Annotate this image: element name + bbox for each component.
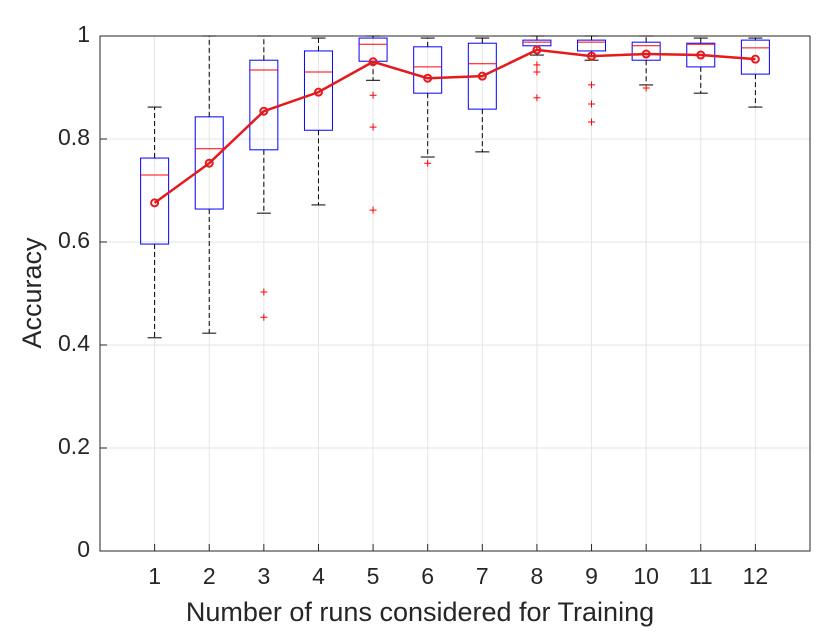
outlier bbox=[588, 100, 596, 108]
outlier bbox=[369, 123, 377, 131]
y-tick-label: 0.8 bbox=[58, 124, 90, 150]
box bbox=[194, 116, 224, 210]
box bbox=[303, 50, 333, 131]
y-axis-label: Accuracy bbox=[17, 237, 47, 349]
x-tick-label: 11 bbox=[689, 563, 713, 589]
outlier bbox=[369, 206, 377, 214]
box bbox=[631, 41, 661, 61]
mean-marker bbox=[587, 51, 597, 61]
x-tick-label: 1 bbox=[148, 563, 161, 589]
y-tick-label: 0 bbox=[77, 536, 90, 562]
mean-marker bbox=[477, 71, 487, 81]
outlier bbox=[369, 91, 377, 99]
outlier bbox=[260, 313, 268, 321]
outlier bbox=[260, 288, 268, 296]
y-tick-label: 1 bbox=[77, 21, 90, 47]
x-tick-label: 3 bbox=[257, 563, 270, 589]
x-tick-label: 5 bbox=[367, 563, 380, 589]
y-tick-label: 0.2 bbox=[58, 433, 90, 459]
x-tick-label: 12 bbox=[743, 563, 769, 589]
x-tick-label: 6 bbox=[421, 563, 434, 589]
x-tick-label: 8 bbox=[531, 563, 544, 589]
outlier bbox=[533, 61, 541, 69]
outlier bbox=[642, 84, 650, 92]
box bbox=[577, 39, 607, 52]
outlier bbox=[533, 94, 541, 102]
axes-box bbox=[99, 35, 811, 552]
x-tick-label: 9 bbox=[585, 563, 598, 589]
box bbox=[140, 157, 170, 245]
plot-area bbox=[100, 36, 810, 551]
mean-marker bbox=[259, 106, 269, 116]
mean-marker bbox=[150, 198, 160, 208]
mean-marker bbox=[204, 158, 214, 168]
x-tick-label: 2 bbox=[203, 563, 216, 589]
box bbox=[413, 46, 443, 94]
mean-marker bbox=[641, 49, 651, 59]
mean-marker bbox=[368, 57, 378, 67]
outlier bbox=[588, 81, 596, 89]
outlier bbox=[424, 159, 432, 167]
x-axis-label: Number of runs considered for Training bbox=[186, 597, 654, 627]
outlier bbox=[588, 118, 596, 126]
x-tick-label: 4 bbox=[312, 563, 325, 589]
mean-marker bbox=[423, 73, 433, 83]
mean-marker bbox=[313, 87, 323, 97]
mean-marker bbox=[696, 50, 706, 60]
mean-marker bbox=[532, 45, 542, 55]
outlier bbox=[533, 68, 541, 76]
y-tick-label: 0.4 bbox=[58, 330, 90, 356]
y-tick-label: 0.6 bbox=[58, 227, 90, 253]
mean-marker bbox=[750, 54, 760, 64]
x-tick-label: 7 bbox=[476, 563, 489, 589]
x-tick-label: 10 bbox=[633, 563, 659, 589]
mean-line bbox=[153, 48, 756, 204]
